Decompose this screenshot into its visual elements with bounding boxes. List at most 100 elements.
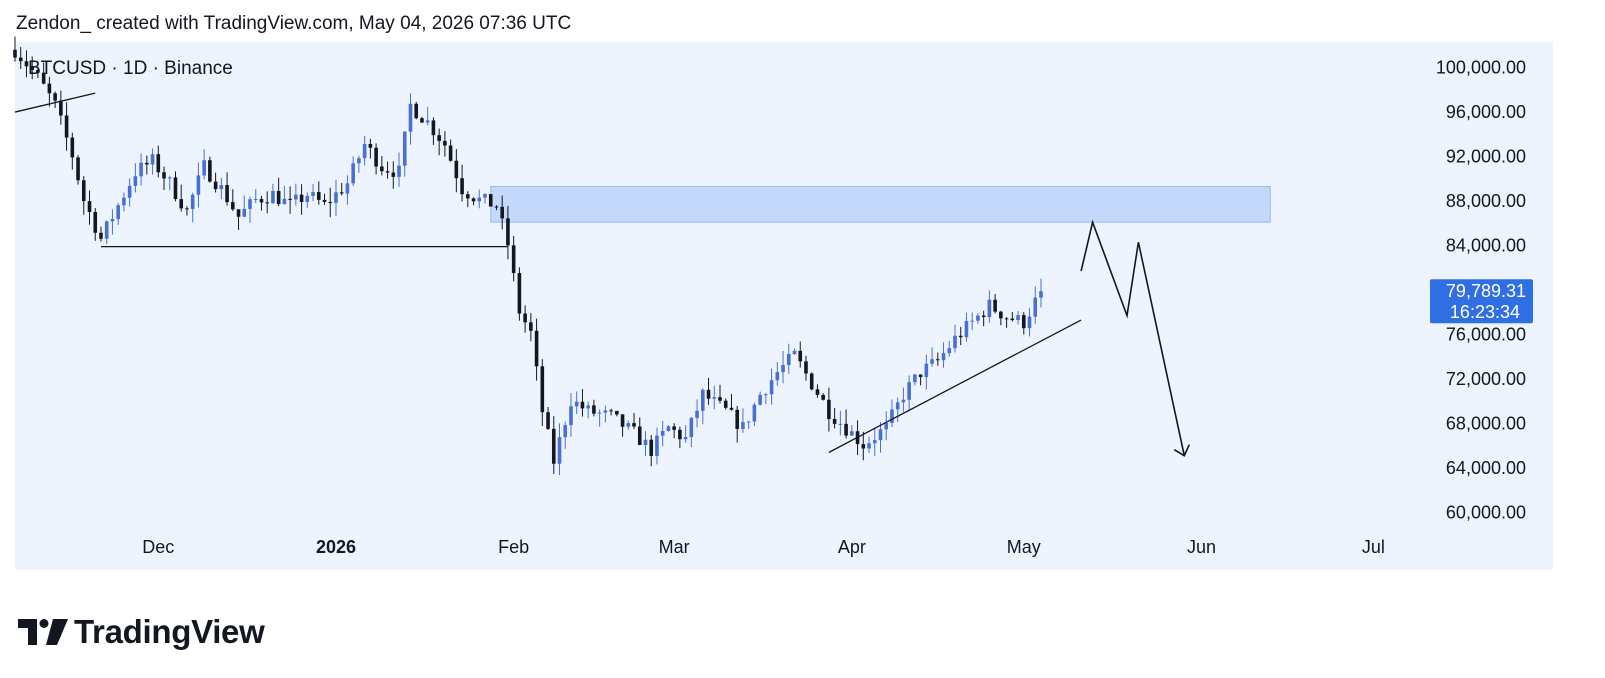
candle-body <box>993 299 997 312</box>
candle <box>683 425 688 443</box>
candle-body <box>999 311 1003 319</box>
candle-body <box>248 199 252 209</box>
candle <box>546 407 550 430</box>
candle <box>964 312 969 342</box>
candle-body <box>500 206 504 219</box>
candle <box>844 409 848 439</box>
candle-body <box>265 202 269 204</box>
candle <box>167 175 172 191</box>
candle <box>288 186 292 214</box>
candle-body <box>838 423 843 425</box>
candle-body <box>660 431 665 436</box>
candle-body <box>380 166 384 172</box>
candle-body <box>746 421 751 423</box>
candle-body <box>947 348 952 354</box>
candle-body <box>712 397 717 399</box>
candle-body <box>99 232 103 239</box>
candle <box>466 191 470 208</box>
candle-body <box>36 69 40 73</box>
candle <box>59 90 63 125</box>
candle <box>420 116 424 123</box>
candle <box>827 387 831 432</box>
y-tick-label: 64,000.00 <box>1446 458 1526 478</box>
candle <box>391 161 396 189</box>
candle <box>30 56 34 80</box>
candle <box>815 384 820 398</box>
candle-body <box>179 199 184 209</box>
candle <box>127 178 132 207</box>
candle-body <box>569 406 573 426</box>
candle <box>374 143 378 175</box>
prior-trend-line <box>14 92 96 113</box>
candle <box>930 347 934 367</box>
candle-body <box>1004 318 1009 320</box>
candle <box>1016 311 1020 325</box>
candle-body <box>41 72 46 84</box>
candle <box>643 431 648 456</box>
candle-body <box>208 160 212 182</box>
chart-area[interactable]: BTCUSD · 1D · Binance 100,000.00 96,000.00… <box>0 0 1605 605</box>
candle-body <box>718 397 722 401</box>
candle <box>672 423 676 439</box>
candle-body <box>454 160 459 179</box>
candle <box>425 106 430 126</box>
candle-body <box>282 198 287 205</box>
candle-body <box>626 423 631 427</box>
candle <box>362 135 367 166</box>
candle-body <box>110 219 115 222</box>
candle <box>890 399 894 428</box>
candle <box>179 184 184 212</box>
candle <box>402 131 407 177</box>
candle-body <box>202 160 206 176</box>
candle <box>540 359 545 427</box>
candle <box>70 132 75 170</box>
candle-body <box>64 115 69 138</box>
candle-body <box>655 435 659 456</box>
candle <box>913 373 917 386</box>
symbol-label: BTCUSD · 1D · Binance <box>28 58 233 79</box>
candle <box>236 209 241 230</box>
candle <box>769 368 774 405</box>
candle <box>706 377 711 405</box>
candle <box>976 313 980 324</box>
candle-body <box>460 178 464 195</box>
candle <box>242 195 247 218</box>
candle <box>1010 312 1015 322</box>
candle <box>385 161 390 179</box>
candle <box>569 393 573 437</box>
candle-body <box>431 120 436 136</box>
candle <box>1004 317 1009 328</box>
candle-body <box>861 444 866 449</box>
candle <box>534 318 539 381</box>
candle-body <box>941 353 946 361</box>
candle-body <box>316 192 321 200</box>
candle-body <box>294 194 298 200</box>
candle <box>443 131 447 157</box>
candle <box>173 171 178 202</box>
candle-body <box>637 426 642 445</box>
candle-body <box>557 437 562 464</box>
candle <box>357 155 361 173</box>
price-chart[interactable]: BTCUSD · 1D · Binance 100,000.00 96,000.00… <box>0 0 1605 600</box>
candle <box>678 426 682 449</box>
candle <box>488 194 493 207</box>
candle <box>506 205 510 260</box>
candle <box>316 181 321 205</box>
candle-body <box>477 197 482 202</box>
candle-body <box>924 363 929 378</box>
candle <box>213 172 218 193</box>
candle-body <box>546 412 550 429</box>
candle <box>781 351 785 384</box>
candle <box>752 402 757 427</box>
candle-body <box>821 394 825 400</box>
candle <box>615 410 619 417</box>
candle <box>99 226 103 242</box>
candle-body <box>167 177 172 179</box>
candle-body <box>895 402 900 410</box>
candle <box>632 412 636 430</box>
candle-body <box>815 389 820 395</box>
candle-body <box>586 405 590 409</box>
projection-path <box>1080 219 1186 456</box>
candle-body <box>196 175 201 195</box>
tradingview-logo[interactable]: TradingView <box>18 612 265 652</box>
